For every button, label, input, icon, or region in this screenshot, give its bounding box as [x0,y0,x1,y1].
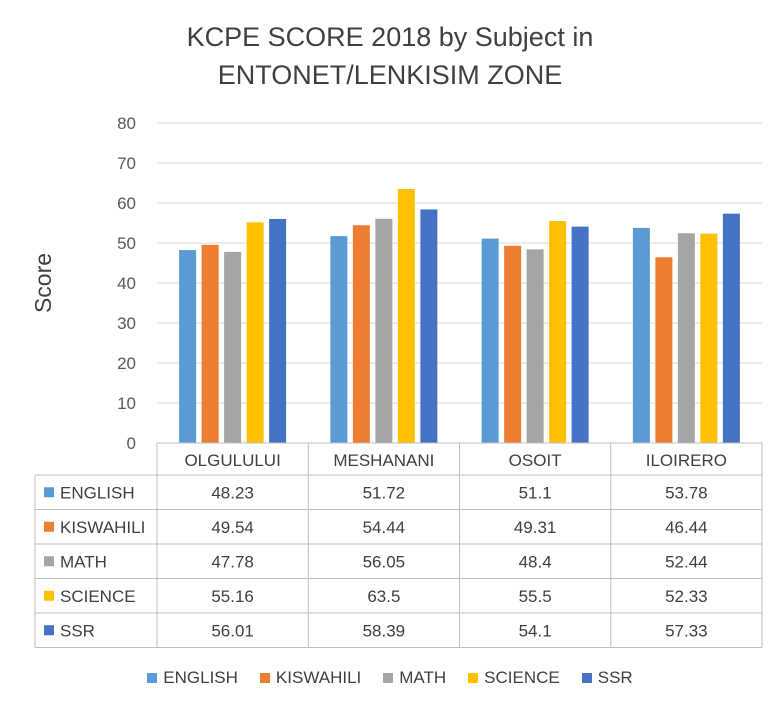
data-value: 57.33 [665,621,708,640]
bar-kiswahili-olgulului [201,244,219,443]
bar-math-iloirero [677,233,695,443]
table-legend-key [44,521,54,532]
data-value: 51.72 [363,483,406,502]
legend-label: MATH [399,668,447,687]
y-tick-label: 20 [117,354,136,373]
data-value: 47.78 [211,552,254,571]
bar-math-meshanani [375,218,393,443]
legend-item-english: ENGLISH [147,668,238,688]
legend: ENGLISH KISWAHILI MATH SCIENCE SSR [0,668,780,688]
category-label: MESHANANI [333,451,434,470]
bar-ssr-osoit [571,226,589,443]
table-legend-key [44,487,54,498]
series-label: ENGLISH [60,483,135,502]
data-value: 54.1 [519,621,552,640]
data-value: 49.54 [211,518,254,537]
bar-science-iloirero [700,233,718,443]
y-tick-label: 10 [117,394,136,413]
legend-swatch [383,673,394,683]
y-tick-label: 0 [127,434,136,453]
y-tick-label: 60 [117,194,136,213]
legend-swatch [147,673,158,683]
data-value: 58.39 [363,621,406,640]
y-axis-ticks: 0 10 20 30 40 50 60 70 80 [117,114,136,453]
legend-swatch [581,673,592,683]
series-label: SCIENCE [60,587,136,606]
data-value: 54.44 [363,518,406,537]
bar-kiswahili-meshanani [352,225,370,443]
legend-label: SSR [597,668,633,687]
bar-chart-with-data-table: 0 10 20 30 40 50 60 70 80 OLGULULUI MESHANANI OSOI… [30,114,763,648]
bar-english-olgulului [179,250,197,443]
data-value: 53.78 [665,483,708,502]
category-label: OSOIT [509,451,562,470]
chart-title-line-2: ENTONET/LENKISIM ZONE [217,60,563,90]
chart-title-line-1: KCPE SCORE 2018 by Subject in [186,22,594,52]
y-tick-label: 70 [117,154,136,173]
legend-swatch [259,673,270,683]
category-label: ILOIRERO [646,451,727,470]
legend-label: ENGLISH [163,668,238,687]
data-value: 46.44 [665,518,708,537]
data-value: 56.05 [363,552,406,571]
bar-science-meshanani [397,189,415,443]
series-label: SSR [60,621,95,640]
series-label: KISWAHILI [60,518,145,537]
bar-kiswahili-osoit [504,245,522,443]
bar-english-meshanani [330,236,348,443]
bar-science-osoit [549,221,567,443]
data-value: 49.31 [514,518,557,537]
bar-ssr-meshanani [420,209,438,443]
data-value: 56.01 [211,621,254,640]
data-table: OLGULULUI MESHANANI OSOIT ILOIRERO ENGLISH 48… [34,442,763,648]
bar-kiswahili-iloirero [655,257,673,443]
data-value: 52.44 [665,552,708,571]
data-value: 52.33 [665,587,708,606]
data-value: 55.16 [211,587,254,606]
y-tick-label: 50 [117,234,136,253]
bar-english-iloirero [632,227,650,443]
table-legend-key [44,556,54,567]
legend-label: SCIENCE [484,668,560,687]
legend-item-ssr: SSR [581,668,633,688]
bar-english-osoit [481,238,499,443]
chart-title: KCPE SCORE 2018 by Subject in ENTONET/LE… [0,18,780,94]
y-tick-label: 40 [117,274,136,293]
bar-ssr-olgulului [269,218,287,443]
data-value: 51.1 [519,483,552,502]
category-label: OLGULULUI [184,451,280,470]
table-legend-key [44,590,54,601]
bar-science-olgulului [246,222,264,443]
y-axis-label: Score [30,253,56,313]
data-value: 48.23 [211,483,254,502]
legend-item-science: SCIENCE [468,668,560,688]
data-value: 63.5 [367,587,400,606]
legend-swatch [468,673,479,683]
data-value: 48.4 [519,552,552,571]
bar-ssr-iloirero [722,213,740,443]
y-tick-label: 80 [117,114,136,133]
data-value: 55.5 [519,587,552,606]
legend-item-kiswahili: KISWAHILI [259,668,362,688]
legend-label: KISWAHILI [275,668,362,687]
legend-item-math: MATH [383,668,446,688]
y-tick-label: 30 [117,314,136,333]
bar-math-osoit [526,249,544,443]
bar-math-olgulului [224,251,242,443]
bars [179,189,740,443]
series-label: MATH [60,552,107,571]
table-legend-key [44,625,54,636]
